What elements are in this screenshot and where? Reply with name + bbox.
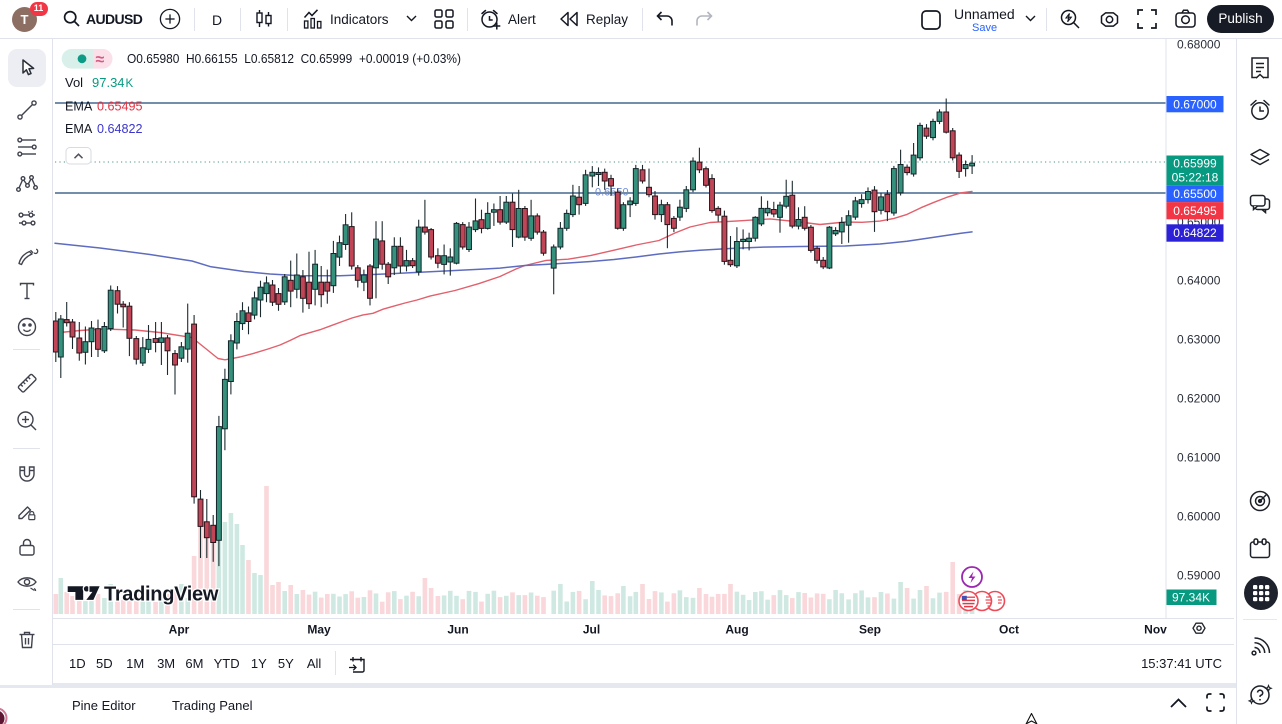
svg-text:Sep: Sep (859, 623, 881, 637)
svg-text:0.64822: 0.64822 (97, 122, 143, 136)
svg-text:97.34 K: 97.34 K (92, 75, 134, 90)
svg-text:0.6550: 0.6550 (595, 187, 629, 199)
svg-text:EMA: EMA (65, 122, 93, 136)
svg-text:Jul: Jul (583, 623, 600, 637)
svg-text:0.61000: 0.61000 (1177, 450, 1221, 464)
svg-text:Nov: Nov (1144, 623, 1167, 637)
svg-text:Jun: Jun (447, 623, 468, 637)
svg-text:≈: ≈ (96, 52, 105, 69)
svg-text:05:22:18: 05:22:18 (1172, 171, 1219, 185)
svg-text:0.60000: 0.60000 (1177, 509, 1221, 523)
svg-text:97.34K: 97.34K (1172, 591, 1210, 605)
svg-text:TradingView: TradingView (104, 584, 219, 606)
svg-text:0.67000: 0.67000 (1173, 97, 1217, 111)
svg-text:0.63000: 0.63000 (1177, 332, 1221, 346)
svg-text:0.65999: 0.65999 (1173, 157, 1217, 171)
svg-text:Apr: Apr (169, 623, 190, 637)
svg-text:Aug: Aug (725, 623, 748, 637)
svg-text:0.65500: 0.65500 (1173, 187, 1217, 201)
svg-text:0.65495: 0.65495 (97, 100, 143, 114)
svg-text:0.64822: 0.64822 (1173, 226, 1217, 240)
svg-text:0.68000: 0.68000 (1177, 39, 1221, 51)
svg-text:0.62000: 0.62000 (1177, 391, 1221, 405)
svg-text:O0.65980 H0.66155 L0.65812: O0.65980 H0.66155 L0.65812 C0.65999 +0.0… (127, 51, 461, 66)
svg-text:0.64000: 0.64000 (1177, 273, 1221, 287)
svg-text:0.59000: 0.59000 (1177, 568, 1221, 582)
svg-text:Oct: Oct (999, 623, 1019, 637)
svg-text:0.65495: 0.65495 (1173, 204, 1217, 218)
svg-text:May: May (307, 623, 331, 637)
svg-text:EMA: EMA (65, 100, 93, 114)
svg-text:Vol: Vol (65, 75, 83, 90)
